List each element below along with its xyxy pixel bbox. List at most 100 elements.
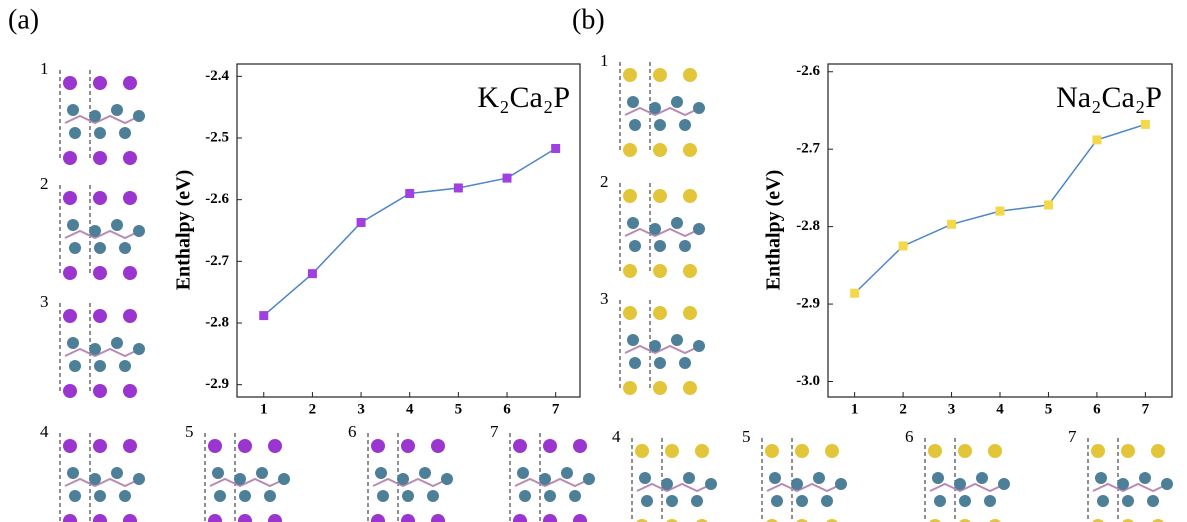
metal-atom: [683, 68, 697, 82]
ca-atom: [984, 495, 996, 507]
ca-atom: [771, 495, 783, 507]
ca-atom: [791, 478, 803, 490]
ca-atom: [94, 360, 106, 372]
bond: [930, 484, 1005, 491]
marker: [1092, 135, 1101, 144]
structure-label: 1: [40, 59, 49, 78]
ca-atom: [539, 473, 551, 485]
plot-frame: [828, 64, 1172, 397]
ca-atom: [94, 127, 106, 139]
ca-atom: [629, 240, 641, 252]
ca-atom: [69, 242, 81, 254]
y-tick-label: -2.6: [796, 63, 820, 79]
ca-atom: [402, 490, 414, 502]
metal-atom: [401, 439, 415, 453]
metal-atom: [401, 514, 415, 522]
ca-atom: [214, 490, 226, 502]
ca-atom: [769, 472, 781, 484]
chart-title: Na₂Ca₂P: [1056, 81, 1162, 114]
x-tick-label: 4: [406, 401, 414, 417]
metal-atom: [988, 444, 1002, 458]
metal-atom: [371, 514, 385, 522]
ca-atom: [133, 473, 145, 485]
ca-atom: [119, 360, 131, 372]
ca-atom: [691, 495, 703, 507]
x-tick-label: 2: [899, 401, 907, 417]
marker: [454, 183, 463, 192]
ca-atom: [377, 490, 389, 502]
ca-atom: [813, 472, 825, 484]
y-tick-label: -2.7: [796, 141, 820, 157]
structure-label: 3: [600, 289, 609, 308]
metal-atom: [63, 384, 77, 398]
ca-atom: [654, 119, 666, 131]
ca-atom: [932, 472, 944, 484]
metal-atom: [695, 444, 709, 458]
metal-atom: [653, 264, 667, 278]
metal-atom: [431, 439, 445, 453]
metal-atom: [543, 514, 557, 522]
structure-label: 4: [612, 427, 621, 446]
metal-atom: [928, 444, 942, 458]
marker: [259, 311, 268, 320]
metal-atom: [573, 514, 587, 522]
metal-atom: [513, 439, 527, 453]
marker: [1141, 120, 1150, 129]
ca-atom: [94, 490, 106, 502]
metal-atom: [513, 514, 527, 522]
ca-atom: [639, 472, 651, 484]
ca-atom: [69, 127, 81, 139]
ca-atom: [705, 478, 717, 490]
ca-atom: [133, 225, 145, 237]
ca-atom: [67, 219, 79, 231]
ca-atom: [627, 96, 639, 108]
ca-atom: [67, 104, 79, 116]
metal-atom: [623, 264, 637, 278]
metal-atom: [268, 514, 282, 522]
ca-atom: [561, 467, 573, 479]
structure-label: 7: [490, 422, 499, 441]
ca-atom: [627, 334, 639, 346]
metal-atom: [63, 439, 77, 453]
metal-atom: [623, 306, 637, 320]
metal-atom: [123, 151, 137, 165]
metal-atom: [123, 439, 137, 453]
ca-atom: [69, 360, 81, 372]
ca-atom: [519, 490, 531, 502]
ca-atom: [959, 495, 971, 507]
panel-label: (a): [8, 4, 39, 35]
ca-atom: [119, 242, 131, 254]
y-tick-label: -3.0: [796, 373, 820, 389]
ca-atom: [1122, 495, 1134, 507]
ca-atom: [835, 478, 847, 490]
bond: [65, 349, 140, 356]
figure: (a)1234567-2.9-2.8-2.7-2.6-2.5-2.4123456…: [0, 0, 1187, 522]
ca-atom: [89, 110, 101, 122]
chart-title: K₂Ca₂P: [477, 81, 570, 114]
metal-atom: [795, 444, 809, 458]
x-tick-label: 2: [309, 401, 317, 417]
ca-atom: [796, 495, 808, 507]
y-tick-label: -2.8: [796, 218, 820, 234]
ca-atom: [441, 473, 453, 485]
ca-atom: [693, 223, 705, 235]
ca-atom: [119, 127, 131, 139]
x-tick-label: 1: [851, 401, 859, 417]
ca-atom: [649, 102, 661, 114]
ca-atom: [94, 242, 106, 254]
bond: [210, 479, 285, 486]
ca-atom: [119, 490, 131, 502]
y-tick-label: -2.6: [205, 191, 229, 207]
ca-atom: [89, 473, 101, 485]
ca-atom: [111, 337, 123, 349]
metal-atom: [653, 143, 667, 157]
metal-atom: [683, 143, 697, 157]
bond: [65, 116, 140, 123]
metal-atom: [683, 189, 697, 203]
y-tick-label: -2.7: [205, 253, 229, 269]
ca-atom: [654, 357, 666, 369]
ca-atom: [111, 219, 123, 231]
metal-atom: [93, 439, 107, 453]
marker: [503, 174, 512, 183]
